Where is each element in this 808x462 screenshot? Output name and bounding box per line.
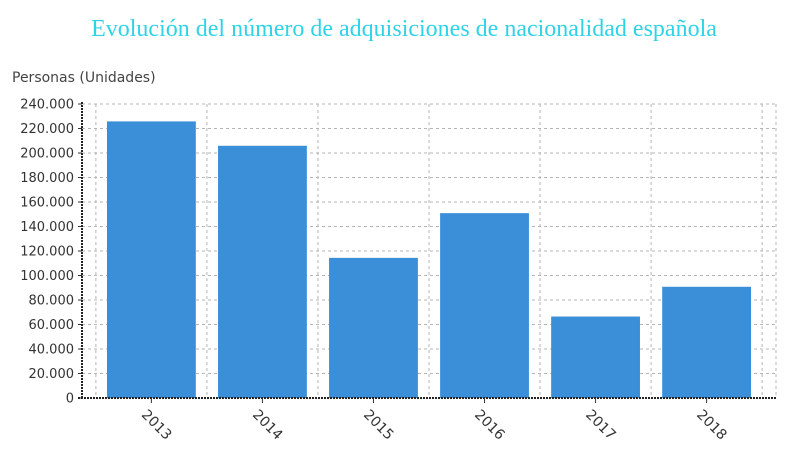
y-tick-label: 80.000 bbox=[29, 294, 75, 309]
y-tick-label: 120.000 bbox=[20, 245, 74, 260]
y-tick-label: 40.000 bbox=[29, 343, 75, 358]
y-tick-label: 220.000 bbox=[20, 122, 74, 137]
y-tick-label: 200.000 bbox=[20, 147, 74, 162]
y-tick-label: 240.000 bbox=[20, 98, 74, 113]
y-tick-label: 60.000 bbox=[29, 318, 75, 333]
bar-2014 bbox=[218, 145, 307, 398]
bar-2017 bbox=[551, 316, 640, 398]
x-tick-label-2018: 2018 bbox=[693, 407, 730, 444]
y-tick-label: 140.000 bbox=[20, 220, 74, 235]
x-tick-label-2014: 2014 bbox=[249, 407, 286, 444]
x-tick-label-2013: 2013 bbox=[138, 407, 175, 444]
x-tick-label-2015: 2015 bbox=[360, 407, 397, 444]
y-tick-label: 20.000 bbox=[29, 367, 75, 382]
x-tick-label-2017: 2017 bbox=[582, 407, 619, 444]
y-tick-label: 180.000 bbox=[20, 171, 74, 186]
y-tick-label: 160.000 bbox=[20, 196, 74, 211]
chart-title: Evolución del número de adquisiciones de… bbox=[91, 16, 717, 42]
x-tick-label-2016: 2016 bbox=[471, 407, 508, 444]
bar-2015 bbox=[329, 257, 418, 398]
y-axis-label: Personas (Unidades) bbox=[12, 70, 156, 86]
y-tick-label: 0 bbox=[66, 392, 74, 407]
y-tick-label: 100.000 bbox=[20, 269, 74, 284]
bar-2018 bbox=[662, 286, 752, 398]
bar-2013 bbox=[106, 121, 196, 399]
bar-2016 bbox=[440, 213, 529, 398]
